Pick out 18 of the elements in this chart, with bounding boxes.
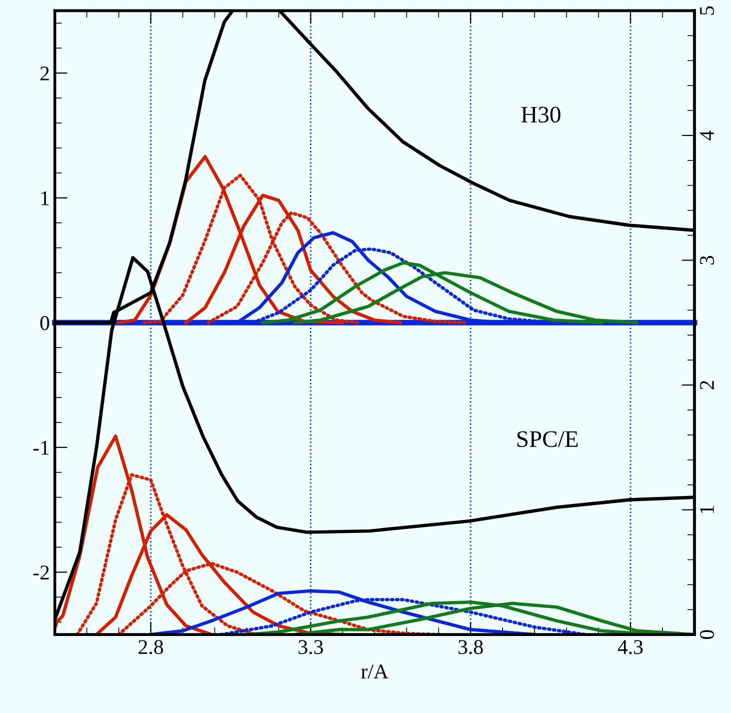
- y2-tick-label: 2: [700, 380, 714, 390]
- x-tick-label: 4.3: [618, 640, 643, 654]
- y2-tick-label: 4: [700, 130, 714, 140]
- y2-tick-label: 3: [700, 256, 714, 264]
- y2-tick-label: 0: [700, 630, 714, 639]
- y2-tick-label: 1: [700, 506, 714, 514]
- y-tick-label: 2: [40, 66, 49, 80]
- y2-tick-label: 5: [700, 6, 714, 15]
- y-tick-label: 1: [41, 191, 49, 206]
- x-axis-title: r/A: [361, 664, 388, 679]
- x-tick-label: 2.8: [138, 640, 163, 654]
- x-tick-label: 3.8: [458, 640, 483, 654]
- y-tick-label: -2: [33, 566, 49, 580]
- y-tick-label: 0: [40, 316, 50, 330]
- annotation: H30: [521, 106, 560, 123]
- x-tick-label: 3.3: [298, 640, 323, 654]
- y-tick-label: -1: [33, 440, 49, 455]
- annotation: SPC/E: [517, 431, 578, 448]
